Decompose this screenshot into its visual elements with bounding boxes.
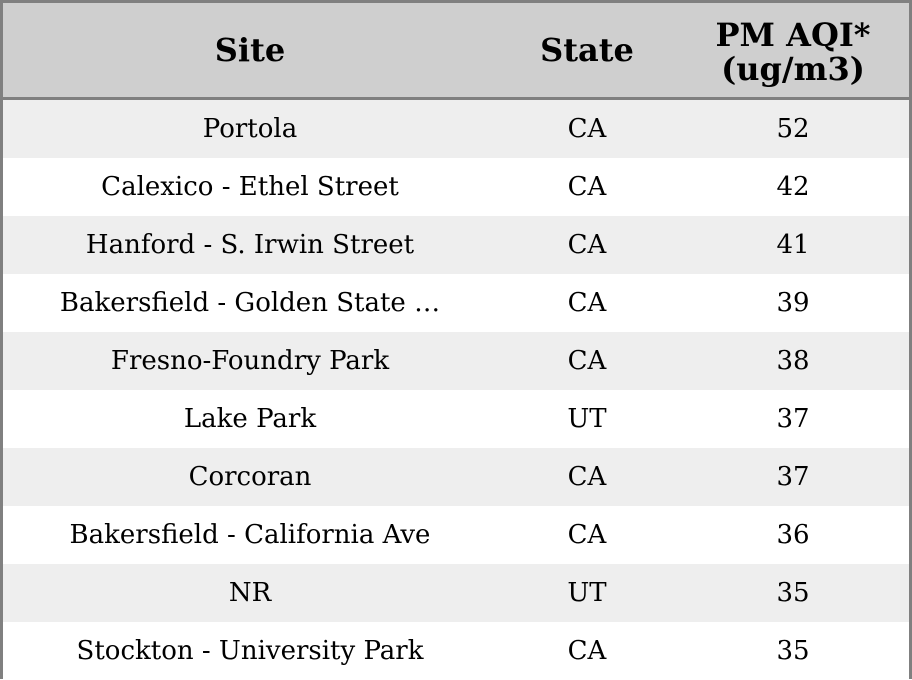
cell-state: UT <box>567 578 607 608</box>
cell-pm-aqi: 37 <box>776 404 810 434</box>
table-row: Bakersfield - Golden State … CA 39 <box>3 274 909 332</box>
table-header: Site State PM AQI* (ug/m3) <box>3 3 909 100</box>
cell-state: CA <box>567 114 607 144</box>
cell-site: Stockton - University Park <box>76 636 424 666</box>
cell-pm-aqi: 38 <box>776 346 810 376</box>
cell-site: Fresno-Foundry Park <box>110 346 390 376</box>
column-header-state: State <box>540 31 634 69</box>
cell-pm-aqi: 41 <box>776 230 810 260</box>
cell-state: UT <box>567 404 607 434</box>
table-row: NR UT 35 <box>3 564 909 622</box>
table-row: Corcoran CA 37 <box>3 448 909 506</box>
cell-site: NR <box>228 578 272 608</box>
table-row: Stockton - University Park CA 35 <box>3 622 909 680</box>
cell-site: Portola <box>202 114 298 144</box>
cell-state: CA <box>567 462 607 492</box>
cell-state: CA <box>567 520 607 550</box>
cell-state: CA <box>567 288 607 318</box>
cell-state: CA <box>567 346 607 376</box>
cell-site: Hanford - S. Irwin Street <box>85 230 415 260</box>
cell-site: Bakersfield - Golden State … <box>59 288 441 318</box>
table-row: Calexico - Ethel Street CA 42 <box>3 158 909 216</box>
cell-pm-aqi: 52 <box>776 114 810 144</box>
column-header-pm-aqi: PM AQI* (ug/m3) <box>715 16 871 88</box>
cell-state: CA <box>567 230 607 260</box>
cell-pm-aqi: 39 <box>776 288 810 318</box>
cell-state: CA <box>567 636 607 666</box>
cell-pm-aqi: 35 <box>776 578 810 608</box>
cell-site: Lake Park <box>183 404 317 434</box>
table-row: Bakersfield - California Ave CA 36 <box>3 506 909 564</box>
table-row: Portola CA 52 <box>3 100 909 158</box>
table-row: Lake Park UT 37 <box>3 390 909 448</box>
table-body: Portola CA 52 Calexico - Ethel Street CA 42 Ha… <box>3 100 909 680</box>
cell-site: Calexico - Ethel Street <box>101 172 399 202</box>
cell-pm-aqi: 36 <box>776 520 810 550</box>
cell-state: CA <box>567 172 607 202</box>
cell-pm-aqi: 35 <box>776 636 810 666</box>
cell-pm-aqi: 42 <box>776 172 810 202</box>
cell-site: Corcoran <box>188 462 312 492</box>
cell-site: Bakersfield - California Ave <box>69 520 431 550</box>
column-header-site: Site <box>214 31 286 69</box>
table-row: Hanford - S. Irwin Street CA 41 <box>3 216 909 274</box>
cell-pm-aqi: 37 <box>776 462 810 492</box>
table-row: Fresno-Foundry Park CA 38 <box>3 332 909 390</box>
